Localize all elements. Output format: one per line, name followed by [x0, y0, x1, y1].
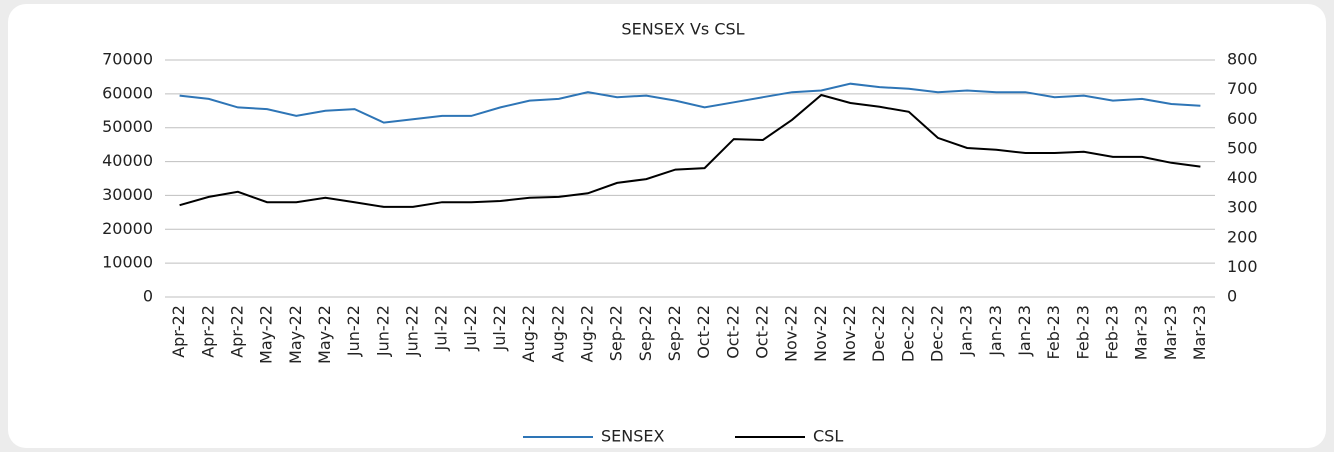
x-tick-label: Dec-22	[869, 305, 888, 362]
x-tick-label: May-22	[315, 305, 334, 364]
x-tick-label: Dec-22	[927, 305, 946, 362]
x-tick-label: Apr-22	[198, 305, 217, 358]
x-tick-label: Nov-22	[782, 305, 801, 362]
legend-label: SENSEX	[601, 427, 665, 446]
y2-tick-label: 0	[1227, 287, 1237, 306]
x-tick-label: Aug-22	[519, 305, 538, 362]
x-tick-label: Apr-22	[227, 305, 246, 358]
y2-tick-label: 700	[1227, 79, 1258, 98]
x-tick-label: Jun-22	[373, 305, 392, 357]
y2-tick-label: 600	[1227, 109, 1258, 128]
x-tick-label: Apr-22	[169, 305, 188, 358]
y-tick-label: 70000	[102, 50, 153, 69]
series-line	[179, 93, 1201, 208]
x-tick-label: Oct-22	[723, 305, 742, 359]
x-tick-label: Jun-22	[402, 305, 421, 357]
x-tick-label: Mar-23	[1132, 305, 1151, 360]
y-tick-label: 10000	[102, 253, 153, 272]
x-tick-label: Oct-22	[752, 305, 771, 359]
y-tick-label: 50000	[102, 117, 153, 136]
y-tick-label: 60000	[102, 83, 153, 102]
chart-title: SENSEX Vs CSL	[621, 20, 744, 39]
x-tick-label: Jun-22	[344, 305, 363, 357]
y2-tick-label: 500	[1227, 138, 1258, 157]
y2-tick-label: 400	[1227, 168, 1258, 187]
y2-tick-label: 200	[1227, 227, 1258, 246]
x-tick-label: Feb-23	[1073, 305, 1092, 359]
series-line	[179, 82, 1201, 124]
legend-label: CSL	[813, 427, 843, 446]
y-tick-label: 30000	[102, 185, 153, 204]
x-tick-label: Feb-23	[1044, 305, 1063, 359]
x-tick-label: Jul-22	[490, 305, 509, 351]
y2-tick-label: 800	[1227, 50, 1258, 69]
x-tick-label: Jul-22	[461, 305, 480, 351]
y-tick-label: 20000	[102, 219, 153, 238]
x-tick-label: May-22	[257, 305, 276, 364]
x-tick-label: Sep-22	[665, 305, 684, 361]
x-tick-label: Sep-22	[636, 305, 655, 361]
x-tick-label: May-22	[286, 305, 305, 364]
card	[8, 4, 1326, 448]
y-tick-label: 40000	[102, 151, 153, 170]
x-tick-label: Feb-23	[1102, 305, 1121, 359]
x-tick-label: Mar-23	[1161, 305, 1180, 360]
x-tick-label: Mar-23	[1190, 305, 1209, 360]
x-tick-label: Jan-23	[1015, 305, 1034, 357]
x-tick-label: Aug-22	[548, 305, 567, 362]
x-tick-label: Dec-22	[898, 305, 917, 362]
x-tick-label: Nov-22	[840, 305, 859, 362]
x-tick-label: Aug-22	[577, 305, 596, 362]
x-tick-label: Jan-23	[957, 305, 976, 357]
x-tick-label: Jan-23	[986, 305, 1005, 357]
y2-tick-label: 100	[1227, 257, 1258, 276]
x-tick-label: Oct-22	[694, 305, 713, 359]
x-tick-label: Nov-22	[811, 305, 830, 362]
x-tick-label: Jul-22	[432, 305, 451, 351]
x-tick-label: Sep-22	[607, 305, 626, 361]
y2-tick-label: 300	[1227, 198, 1258, 217]
y-tick-label: 0	[143, 287, 153, 306]
